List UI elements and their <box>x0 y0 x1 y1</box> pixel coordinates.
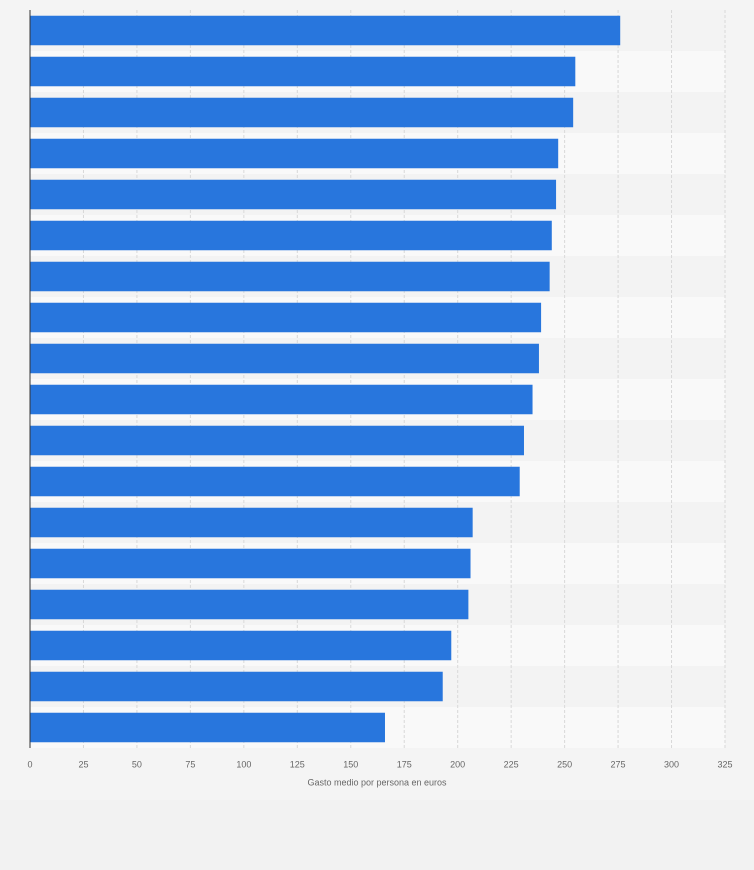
x-tick-label: 0 <box>27 759 32 769</box>
bar <box>30 507 473 538</box>
bar <box>30 97 574 128</box>
bar <box>30 179 557 210</box>
x-tick-label: 300 <box>664 759 679 769</box>
bar <box>30 138 559 169</box>
bar <box>30 630 452 661</box>
x-tick-label: 250 <box>557 759 572 769</box>
bar <box>30 589 469 620</box>
bar <box>30 425 524 456</box>
x-tick-label: 225 <box>504 759 519 769</box>
x-tick-label: 125 <box>290 759 305 769</box>
bar <box>30 220 552 251</box>
bar <box>30 712 385 743</box>
bar <box>30 56 576 87</box>
bar <box>30 302 542 333</box>
x-tick-label: 200 <box>450 759 465 769</box>
x-tick-label: 25 <box>78 759 88 769</box>
bar <box>30 15 621 46</box>
bar <box>30 548 471 579</box>
x-tick-label: 325 <box>717 759 732 769</box>
x-axis-title: Gasto medio por persona en euros <box>307 777 447 787</box>
x-tick-label: 275 <box>611 759 626 769</box>
bar <box>30 343 539 374</box>
x-tick-label: 50 <box>132 759 142 769</box>
x-tick-label: 100 <box>236 759 251 769</box>
footer-panel <box>0 800 754 870</box>
bar <box>30 671 443 702</box>
bar <box>30 466 520 497</box>
bar <box>30 261 550 292</box>
x-tick-label: 75 <box>185 759 195 769</box>
x-tick-label: 150 <box>343 759 358 769</box>
x-tick-label: 175 <box>397 759 412 769</box>
bar <box>30 384 533 415</box>
